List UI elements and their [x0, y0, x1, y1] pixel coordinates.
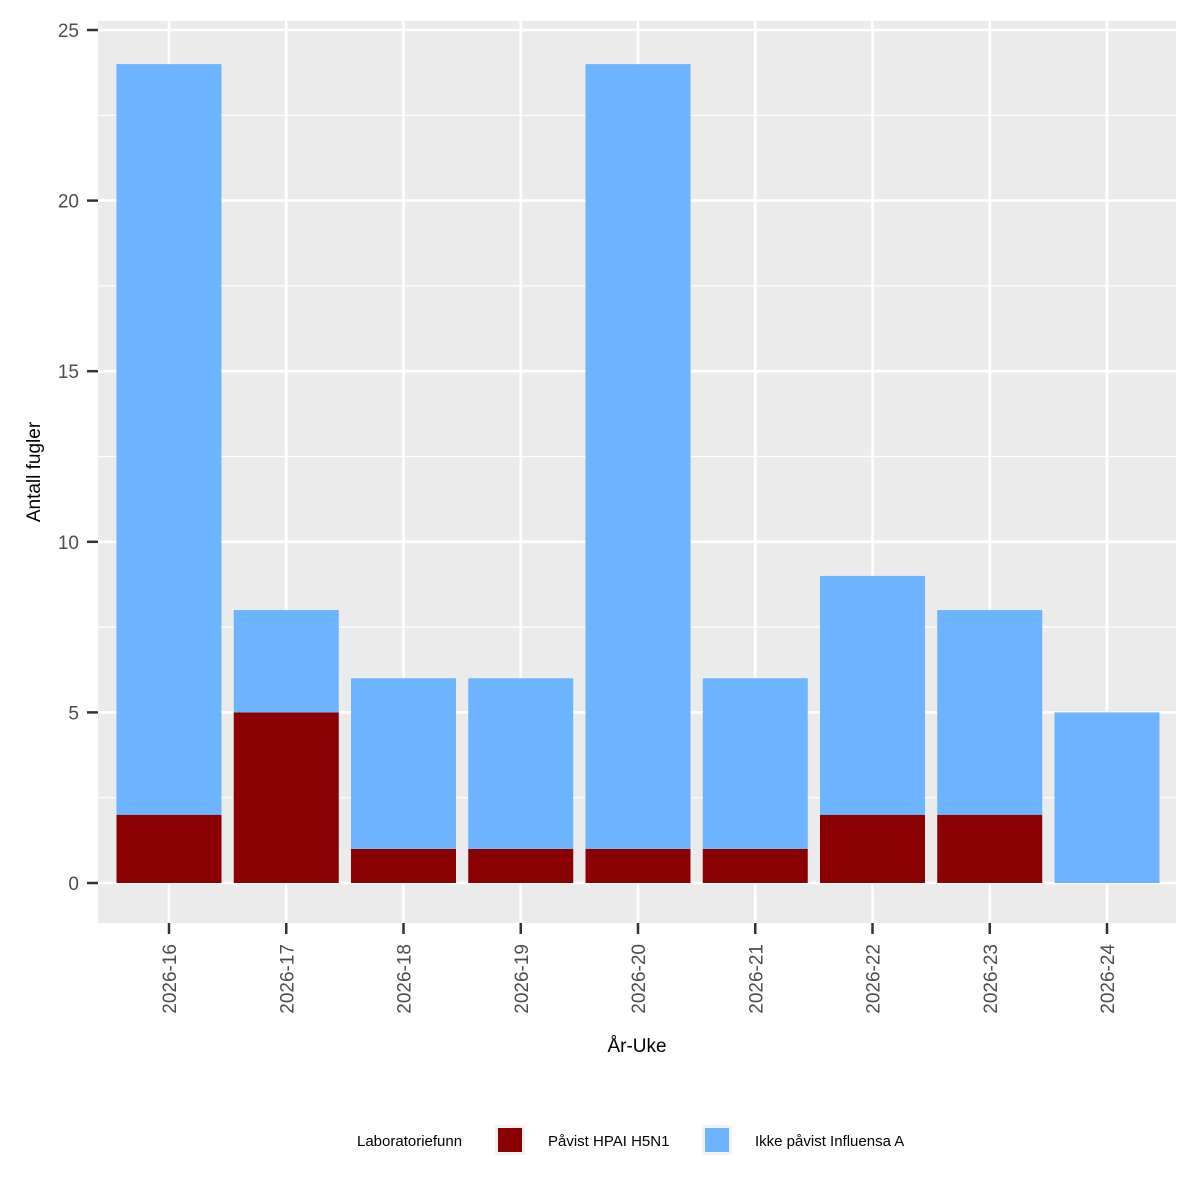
bar-pavist-2026-22	[820, 814, 925, 883]
bar-ikke-pavist-2026-21	[702, 678, 808, 849]
y-tick-label: 5	[68, 703, 79, 724]
x-tick-label: 2026-18	[395, 944, 416, 1014]
y-tick-label: 10	[58, 533, 79, 554]
bar-pavist-2026-17	[233, 712, 339, 883]
bar-ikke-pavist-2026-17	[233, 610, 339, 713]
x-axis: 2026-16 2026-17 2026-18 2026-19 2026-20 2026-…	[160, 923, 1119, 1014]
bar-ikke-pavist-2026-20	[585, 64, 691, 849]
x-tick-label: 2026-16	[160, 944, 181, 1014]
bar-ikke-pavist-2026-18	[351, 678, 456, 849]
legend-swatch-pavist	[498, 1128, 522, 1152]
bar-pavist-2026-20	[585, 848, 691, 883]
x-tick-label: 2026-19	[512, 944, 533, 1014]
legend-label-pavist: Påvist HPAI H5N1	[548, 1133, 669, 1150]
bars	[116, 64, 1160, 883]
y-axis: 0 5 10 15 20 25	[58, 21, 98, 895]
bar-ikke-pavist-2026-22	[820, 575, 925, 815]
x-tick-label: 2026-23	[981, 944, 1002, 1014]
x-axis-title: År-Uke	[607, 1036, 666, 1057]
legend: Laboratoriefunn Påvist HPAI H5N1 Ikke på…	[357, 1125, 904, 1155]
bar-pavist-2026-23	[937, 814, 1043, 883]
bar-pavist-2026-21	[702, 848, 808, 883]
bar-ikke-pavist-2026-16	[116, 64, 222, 815]
bar-pavist-2026-16	[116, 814, 222, 883]
legend-label-ikke-pavist: Ikke påvist Influensa A	[755, 1133, 904, 1150]
y-tick-label: 15	[58, 362, 79, 383]
y-tick-label: 20	[58, 192, 79, 213]
y-tick-label: 25	[58, 21, 79, 42]
x-tick-label: 2026-21	[746, 944, 767, 1014]
y-axis-title: Antall fugler	[24, 421, 45, 522]
y-tick-label: 0	[68, 874, 79, 895]
legend-swatch-ikke-pavist	[705, 1128, 729, 1152]
bar-pavist-2026-18	[351, 848, 456, 883]
x-tick-label: 2026-17	[277, 944, 298, 1014]
x-tick-label: 2026-22	[864, 944, 885, 1014]
bar-ikke-pavist-2026-23	[937, 610, 1043, 815]
bar-ikke-pavist-2026-24	[1054, 712, 1160, 883]
x-tick-label: 2026-24	[1098, 944, 1119, 1014]
bar-ikke-pavist-2026-19	[468, 678, 574, 849]
x-tick-label: 2026-20	[629, 944, 650, 1014]
bar-pavist-2026-19	[468, 848, 574, 883]
legend-title: Laboratoriefunn	[357, 1133, 462, 1150]
